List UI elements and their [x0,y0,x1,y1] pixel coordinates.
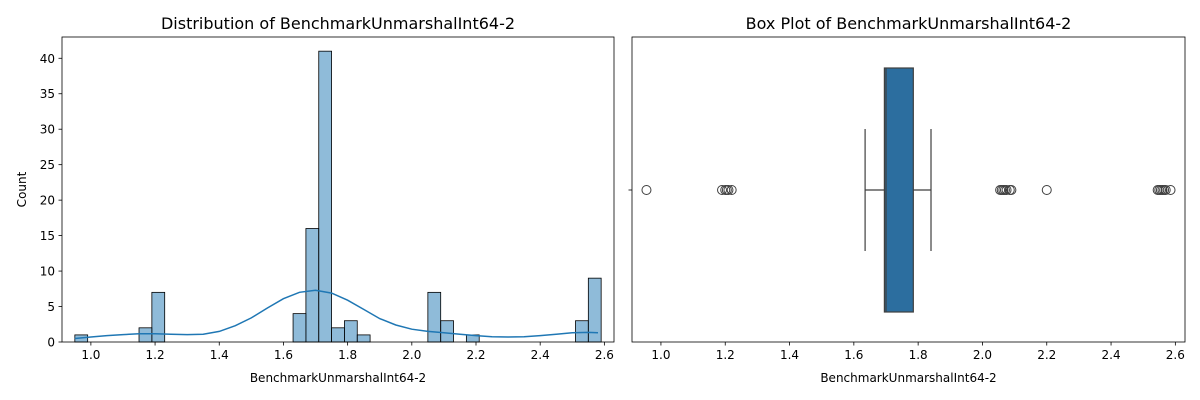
x-tick-label: 1.4 [210,348,229,362]
x-tick-label: 2.6 [595,348,614,362]
boxplot-title: Box Plot of BenchmarkUnmarshalInt64-2 [746,14,1072,33]
x-tick-label: 2.0 [973,348,992,362]
x-tick-label: 1.6 [274,348,293,362]
y-tick-label: 30 [40,123,55,137]
y-tick-label: 25 [40,158,55,172]
histogram-panel: Distribution of BenchmarkUnmarshalInt64-… [15,14,615,385]
x-tick-label: 1.6 [844,348,863,362]
histogram-bar [305,228,320,343]
x-tick-label: 2.4 [531,348,550,362]
x-tick-label: 1.2 [146,348,165,362]
histogram-bar [344,320,358,343]
histogram-bars [74,50,602,343]
x-tick-label: 2.6 [1166,348,1185,362]
outlier-point [1041,185,1052,195]
histogram-bar [292,313,307,343]
histogram-bar [331,327,345,343]
y-tick-label: 20 [40,194,55,208]
x-tick-label: 2.0 [402,348,421,362]
y-tick-label: 40 [40,52,55,66]
boxplot-marks [641,67,1176,313]
outlier-point [1006,185,1017,195]
outlier-point [1160,185,1171,195]
y-tick-label: 5 [47,300,55,314]
histogram-y-ticks: 0 5 10 15 20 25 30 35 40 [40,52,62,350]
x-tick-label: 1.8 [338,348,357,362]
y-tick-label: 0 [47,336,55,350]
y-tick-label: 35 [40,87,55,101]
x-tick-label: 2.4 [1102,348,1121,362]
outlier-point [641,185,652,195]
outlier-point [1165,185,1176,195]
boxplot-x-axis-label: BenchmarkUnmarshalInt64-2 [820,371,996,385]
boxplot-x-ticks: 1.0 1.2 1.4 1.6 1.8 2.0 2.2 2.4 2.6 [651,342,1185,362]
histogram-bar [318,50,332,343]
histogram-bar [575,320,589,343]
histogram-bar [440,320,454,343]
x-tick-label: 1.0 [651,348,670,362]
y-tick-label: 10 [40,265,55,279]
outlier-point [723,185,734,195]
x-tick-label: 1.2 [716,348,735,362]
iqr-box [883,67,914,313]
histogram-bar [427,291,442,343]
outlier-point [1001,185,1012,195]
histogram-title: Distribution of BenchmarkUnmarshalInt64-… [161,14,515,33]
histogram-y-axis-label: Count [15,171,29,207]
boxplot-plot-area [631,36,1186,343]
y-tick-label: 15 [40,229,55,243]
boxplot-panel: Box Plot of BenchmarkUnmarshalInt64-2 1.… [628,14,1186,385]
histogram-bar [138,327,153,343]
x-tick-label: 1.8 [909,348,928,362]
histogram-x-axis-label: BenchmarkUnmarshalInt64-2 [250,371,426,385]
x-tick-label: 2.2 [1037,348,1056,362]
outlier-point [726,185,737,195]
outlier-point [717,185,728,195]
histogram-x-ticks: 1.0 1.2 1.4 1.6 1.8 2.0 2.2 2.4 2.6 [81,342,614,362]
histogram-plot-area [61,36,615,343]
x-tick-label: 1.4 [780,348,799,362]
histogram-bar [356,334,371,343]
kde-curve [74,289,599,340]
x-tick-label: 2.2 [466,348,485,362]
x-tick-label: 1.0 [81,348,100,362]
